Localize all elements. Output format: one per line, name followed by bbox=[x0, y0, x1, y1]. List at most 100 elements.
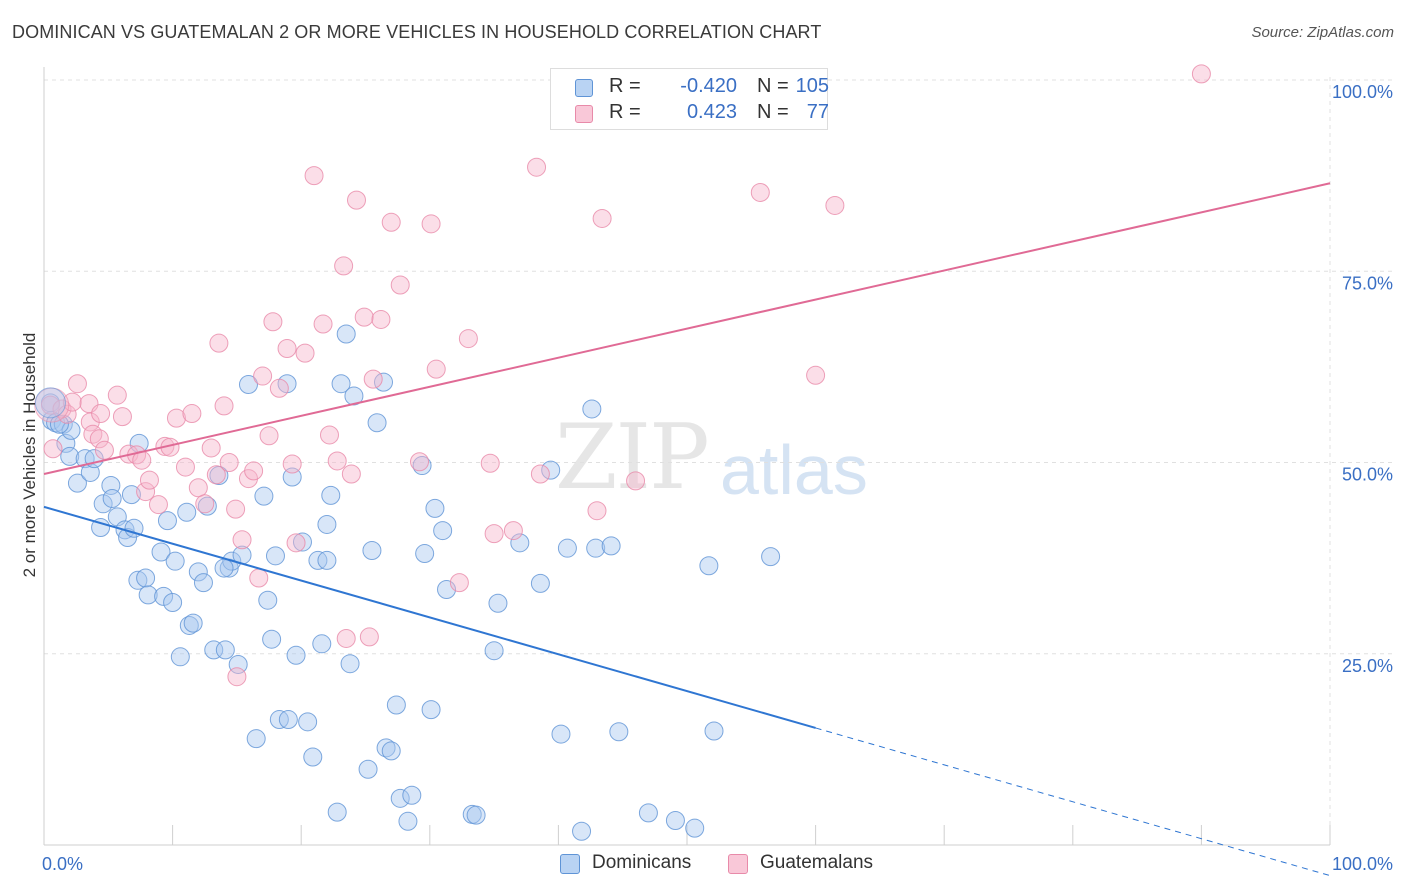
bottom-legend-swatch-guatemalans bbox=[728, 854, 748, 874]
dominican-point bbox=[398, 811, 418, 831]
guatemalan-point bbox=[750, 182, 770, 202]
dominican-point bbox=[278, 710, 298, 730]
guatemalan-point bbox=[527, 157, 547, 177]
guatemalan-point bbox=[825, 195, 845, 215]
guatemalan-point bbox=[244, 461, 264, 481]
y-tick-label: 25.0% bbox=[1342, 656, 1393, 676]
guatemalan-point bbox=[253, 366, 273, 386]
dominican-point bbox=[582, 399, 602, 419]
legend-n-label: N = bbox=[757, 101, 789, 123]
legend-r-value: -0.420 bbox=[680, 75, 737, 97]
legend-n-label: N = bbox=[757, 75, 789, 97]
guatemalan-point bbox=[94, 440, 114, 460]
dominican-point bbox=[67, 473, 87, 493]
guatemalan-point bbox=[371, 309, 391, 329]
dominican-point bbox=[586, 538, 606, 558]
dominican-point bbox=[381, 741, 401, 761]
dominican-point bbox=[390, 788, 410, 808]
guatemalan-point bbox=[182, 404, 202, 424]
legend-swatch-guatemalans bbox=[575, 105, 593, 123]
guatemalan-point bbox=[219, 453, 239, 472]
dominican-point bbox=[386, 695, 406, 715]
dominican-point bbox=[238, 374, 258, 394]
dominican-point bbox=[170, 647, 190, 667]
guatemalan-point bbox=[136, 482, 156, 502]
guatemalan-point bbox=[626, 471, 646, 491]
guatemalan-point bbox=[346, 190, 366, 210]
guatemalan-point bbox=[57, 404, 77, 424]
bottom-legend-label-guatemalans: Guatemalans bbox=[760, 852, 874, 873]
guatemalan-point bbox=[341, 464, 361, 484]
dominican-point bbox=[282, 467, 302, 487]
dominican-point bbox=[204, 640, 224, 660]
dominican-point bbox=[421, 700, 441, 720]
dominican-point bbox=[246, 729, 266, 749]
guatemalan-point bbox=[89, 429, 109, 449]
dominican-point bbox=[374, 372, 394, 392]
dominican-trend-extension bbox=[815, 727, 1331, 877]
dominican-point bbox=[699, 556, 719, 576]
dominican-point bbox=[466, 805, 486, 825]
guatemalan-point bbox=[458, 329, 478, 349]
legend-r-label: R = bbox=[609, 75, 641, 97]
watermark-atlas: atlas bbox=[720, 431, 868, 509]
dominican-point bbox=[265, 546, 285, 566]
dominican-point bbox=[165, 551, 185, 571]
legend-n-value: 105 bbox=[795, 75, 829, 97]
dominican-point bbox=[761, 547, 781, 567]
chart-title: DOMINICAN VS GUATEMALAN 2 OR MORE VEHICL… bbox=[12, 22, 822, 42]
dominican-trend-line bbox=[43, 505, 816, 729]
guatemalan-point bbox=[334, 256, 354, 276]
guatemalan-point bbox=[259, 426, 279, 446]
dominican-point bbox=[286, 645, 306, 665]
guatemalan-point bbox=[480, 453, 500, 473]
legend: R = -0.420 N = 105 R = 0.423 N = 77 bbox=[550, 68, 829, 130]
guatemalan-point bbox=[336, 628, 356, 648]
dominican-point bbox=[292, 532, 312, 552]
guatemalan-point bbox=[304, 166, 324, 186]
dominican-point bbox=[484, 641, 504, 661]
guatemalan-point bbox=[112, 407, 132, 427]
legend-swatch-dominicans bbox=[575, 79, 593, 97]
guatemalan-point bbox=[226, 499, 246, 519]
dominican-point bbox=[367, 413, 387, 433]
dominican-point bbox=[138, 585, 158, 605]
guatemalan-point bbox=[206, 465, 226, 485]
guatemalan-point bbox=[587, 501, 607, 521]
dominican-point bbox=[331, 374, 351, 394]
guatemalan-point bbox=[503, 521, 523, 541]
dominican-point bbox=[258, 590, 278, 610]
guatemalan-point bbox=[188, 478, 208, 498]
dominican-point bbox=[254, 486, 274, 506]
watermark-zip: ZIP bbox=[555, 405, 710, 510]
dominican-point bbox=[197, 496, 217, 516]
y-axis-label: 2 or more Vehicles in Household bbox=[20, 332, 39, 578]
dominican-point bbox=[340, 654, 360, 674]
guatemalan-point bbox=[195, 494, 215, 514]
guatemalan-point bbox=[327, 451, 347, 471]
guatemalan-point bbox=[62, 392, 82, 412]
dominican-point bbox=[685, 818, 705, 838]
dominican-point-large bbox=[34, 387, 66, 419]
guatemalan-point bbox=[426, 359, 446, 379]
dominican-point bbox=[402, 785, 422, 805]
dominican-point bbox=[317, 514, 337, 534]
dominican-point bbox=[121, 485, 141, 505]
guatemalan-point bbox=[139, 470, 159, 490]
guatemalan-point bbox=[232, 530, 252, 550]
guatemalan-point bbox=[421, 214, 441, 234]
dominican-point bbox=[262, 629, 282, 649]
guatemalan-point bbox=[166, 408, 186, 428]
guatemalan-point bbox=[1191, 64, 1211, 84]
guatemalan-point bbox=[67, 374, 87, 394]
guatemalan-point bbox=[148, 495, 168, 515]
dominican-point bbox=[327, 802, 347, 822]
dominican-point bbox=[151, 542, 171, 562]
guatemalan-point bbox=[390, 275, 410, 295]
guatemalan-point bbox=[410, 452, 430, 472]
guatemalan-point bbox=[277, 339, 297, 359]
dominican-point bbox=[298, 712, 318, 732]
guatemalan-point bbox=[263, 312, 283, 332]
dominican-point bbox=[425, 498, 445, 518]
dominican-point bbox=[358, 759, 378, 779]
